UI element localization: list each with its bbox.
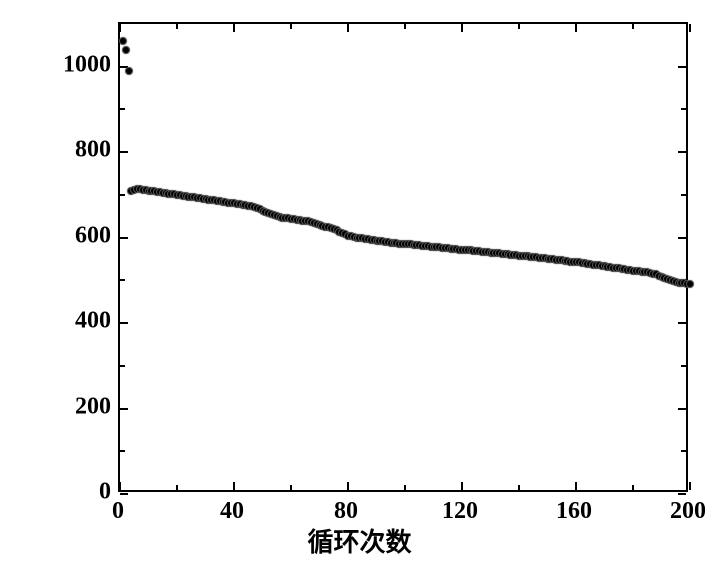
y-tick-label: 200	[75, 393, 111, 420]
y-tick-major	[120, 408, 128, 410]
x-tick-minor	[290, 24, 292, 29]
y-tick-label: 400	[75, 308, 111, 335]
x-tick-major	[461, 482, 463, 490]
y-tick-label: 1000	[63, 51, 111, 78]
x-tick-major	[119, 24, 121, 32]
y-tick-minor	[681, 108, 686, 110]
x-tick-label: 200	[670, 498, 706, 525]
y-tick-major	[120, 151, 128, 153]
x-tick-label: 40	[220, 498, 244, 525]
x-tick-major	[233, 24, 235, 32]
y-tick-minor	[120, 450, 125, 452]
capacity-vs-cycles-chart: 放电比容量 （mAh g⁻¹） 循环次数 0200400600800100004…	[0, 0, 719, 567]
y-tick-major	[678, 493, 686, 495]
y-tick-major	[120, 237, 128, 239]
x-tick-minor	[518, 24, 520, 29]
x-tick-minor	[176, 24, 178, 29]
x-tick-label: 80	[334, 498, 358, 525]
x-tick-major	[689, 482, 691, 490]
x-tick-minor	[404, 485, 406, 490]
x-tick-major	[689, 24, 691, 32]
y-tick-major	[120, 322, 128, 324]
data-point	[119, 37, 127, 45]
y-tick-label: 0	[99, 479, 111, 506]
x-tick-major	[347, 24, 349, 32]
y-tick-label: 800	[75, 137, 111, 164]
y-tick-major	[678, 408, 686, 410]
x-tick-major	[575, 24, 577, 32]
x-tick-major	[347, 482, 349, 490]
y-tick-major	[120, 493, 128, 495]
x-tick-minor	[632, 485, 634, 490]
x-tick-minor	[518, 485, 520, 490]
y-tick-minor	[681, 450, 686, 452]
y-tick-minor	[120, 279, 125, 281]
y-tick-minor	[120, 194, 125, 196]
x-tick-minor	[176, 485, 178, 490]
y-tick-minor	[120, 365, 125, 367]
data-point	[686, 280, 694, 288]
y-tick-minor	[120, 108, 125, 110]
x-tick-minor	[632, 24, 634, 29]
y-tick-label: 600	[75, 222, 111, 249]
plot-area	[118, 22, 688, 492]
x-tick-label: 160	[556, 498, 592, 525]
x-tick-major	[233, 482, 235, 490]
y-tick-major	[678, 66, 686, 68]
y-tick-major	[678, 237, 686, 239]
data-point	[122, 46, 130, 54]
x-tick-major	[575, 482, 577, 490]
data-point	[125, 67, 133, 75]
x-tick-major	[461, 24, 463, 32]
y-tick-major	[678, 151, 686, 153]
y-tick-minor	[681, 194, 686, 196]
x-tick-minor	[404, 24, 406, 29]
x-tick-label: 120	[442, 498, 478, 525]
x-axis-label: 循环次数	[307, 522, 411, 559]
y-tick-minor	[681, 365, 686, 367]
y-tick-major	[678, 322, 686, 324]
x-tick-minor	[290, 485, 292, 490]
x-tick-label: 0	[112, 498, 124, 525]
x-tick-major	[119, 482, 121, 490]
